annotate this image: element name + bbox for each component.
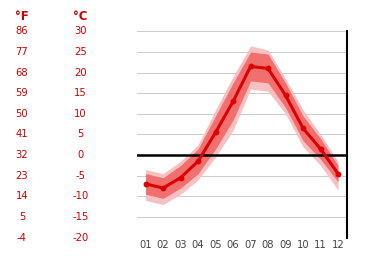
Text: 15: 15 bbox=[74, 88, 87, 98]
Text: 23: 23 bbox=[16, 171, 28, 181]
Text: -10: -10 bbox=[72, 191, 88, 201]
Text: 77: 77 bbox=[16, 47, 28, 57]
Text: °F: °F bbox=[15, 10, 29, 23]
Text: -15: -15 bbox=[72, 212, 88, 222]
Text: 86: 86 bbox=[16, 26, 28, 36]
Text: °C: °C bbox=[73, 10, 88, 23]
Text: 25: 25 bbox=[74, 47, 87, 57]
Text: 30: 30 bbox=[74, 26, 87, 36]
Text: 5: 5 bbox=[19, 212, 25, 222]
Text: 14: 14 bbox=[16, 191, 28, 201]
Text: 50: 50 bbox=[16, 109, 28, 119]
Text: 32: 32 bbox=[16, 150, 28, 160]
Text: -20: -20 bbox=[72, 233, 88, 242]
Text: 0: 0 bbox=[77, 150, 84, 160]
Text: 68: 68 bbox=[16, 68, 28, 78]
Text: -5: -5 bbox=[75, 171, 85, 181]
Text: 41: 41 bbox=[16, 129, 28, 140]
Text: 10: 10 bbox=[74, 109, 87, 119]
Text: 59: 59 bbox=[16, 88, 28, 98]
Text: -4: -4 bbox=[17, 233, 27, 242]
Text: 20: 20 bbox=[74, 68, 87, 78]
Text: 5: 5 bbox=[77, 129, 84, 140]
